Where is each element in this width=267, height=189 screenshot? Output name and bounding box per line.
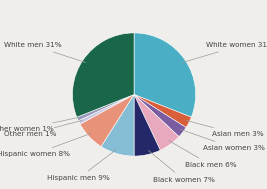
Wedge shape [134,94,191,128]
Text: Asian men 3%: Asian men 3% [186,120,264,137]
Text: Black women 7%: Black women 7% [148,150,215,183]
Wedge shape [134,94,186,137]
Wedge shape [80,94,134,146]
Text: Asian women 3%: Asian women 3% [180,129,265,151]
Wedge shape [78,94,134,124]
Wedge shape [101,94,134,156]
Text: Hispanic men 9%: Hispanic men 9% [47,149,116,181]
Text: Hispanic women 8%: Hispanic women 8% [0,133,91,157]
Wedge shape [134,33,196,117]
Wedge shape [77,94,134,121]
Text: Other men 1%: Other men 1% [4,120,82,137]
Text: Black men 6%: Black men 6% [169,141,237,168]
Wedge shape [134,94,179,150]
Text: Other women 1%: Other women 1% [0,117,80,132]
Text: White men 31%: White men 31% [4,42,86,63]
Text: White women 31%: White women 31% [183,42,267,63]
Wedge shape [134,94,160,156]
Wedge shape [72,33,134,117]
